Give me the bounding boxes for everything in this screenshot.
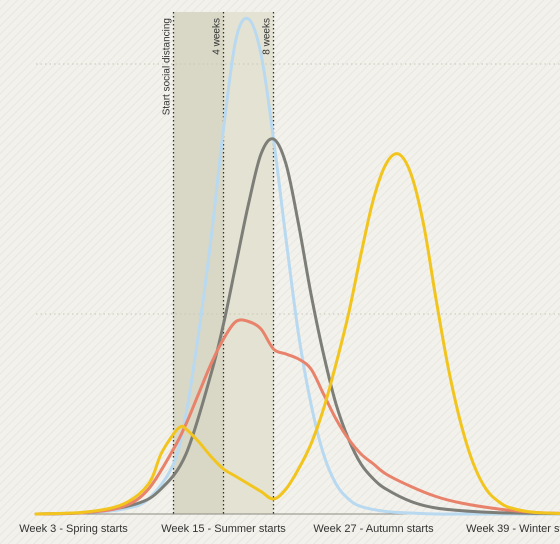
series-line-3 [34,152,560,516]
series-line-2 [34,318,560,516]
x-axis-ticks: Week 3 - Spring starts Week 15 - Summer s… [19,523,560,535]
vertical-markers: Start social distancing 4 weeks 8 weeks [162,12,275,514]
series-lines [34,16,560,516]
vertical-marker-label-2: 8 weeks [262,18,273,55]
shaded-period-1 [223,12,274,514]
series-line-1 [34,137,560,516]
x-tick-label-0: Week 3 - Spring starts [19,523,128,535]
series-line-0 [34,16,560,516]
x-tick-label-3: Week 39 - Winter starts [466,523,560,535]
gridlines [36,63,560,315]
vertical-marker-label-1: 4 weeks [212,18,223,55]
vertical-marker-label-0: Start social distancing [162,18,173,115]
x-tick-label-1: Week 15 - Summer starts [161,523,286,535]
shaded-periods [173,12,274,514]
x-tick-label-2: Week 27 - Autumn starts [313,523,434,535]
